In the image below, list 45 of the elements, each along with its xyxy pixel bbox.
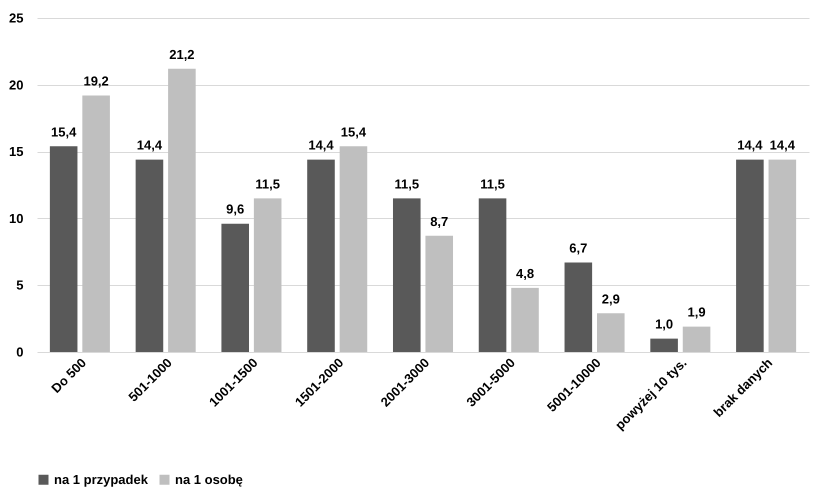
data-label: 14,4 — [308, 138, 334, 153]
bar — [340, 146, 368, 352]
bar — [682, 326, 710, 352]
data-label: 14,4 — [770, 138, 796, 153]
data-label: 11,5 — [480, 176, 505, 192]
bar — [82, 95, 110, 352]
data-label: 9,6 — [226, 202, 244, 217]
bar — [511, 288, 539, 352]
y-tick-label: 25 — [9, 10, 24, 26]
data-label: 15,4 — [51, 124, 78, 140]
data-label: 1,0 — [655, 316, 674, 332]
data-label: 8,7 — [430, 214, 448, 229]
y-tick-label: 15 — [9, 144, 24, 160]
bar — [307, 160, 335, 352]
bar — [564, 262, 592, 352]
bar — [596, 313, 625, 352]
bar — [392, 198, 421, 352]
data-label: 4,8 — [516, 266, 534, 281]
data-label: 14,4 — [737, 138, 764, 153]
bar — [736, 160, 764, 352]
y-tick-label: 10 — [9, 210, 24, 226]
data-label: 19,2 — [83, 73, 109, 88]
data-label: 15,4 — [340, 124, 367, 140]
x-tick-label: Do 500 — [48, 355, 90, 396]
bar — [168, 68, 196, 352]
bar — [254, 198, 282, 352]
bar — [425, 236, 454, 352]
bar — [136, 160, 164, 352]
bar — [650, 338, 678, 352]
y-tick-label: 5 — [16, 278, 24, 293]
legend-label: na 1 osobę — [175, 472, 243, 487]
y-tick-label: 20 — [9, 77, 24, 92]
data-label: 6,7 — [569, 240, 588, 256]
bar — [221, 224, 250, 352]
data-label: 14,4 — [136, 138, 163, 153]
bar — [478, 198, 506, 352]
data-label: 11,5 — [255, 176, 280, 192]
bar — [768, 160, 796, 352]
data-label: 2,9 — [602, 291, 620, 306]
data-label: 1,9 — [688, 304, 706, 320]
y-tick-label: 0 — [16, 344, 24, 360]
data-label: 11,5 — [394, 176, 420, 192]
legend-label: na 1 przypadek — [54, 472, 149, 487]
data-label: 21,2 — [169, 46, 195, 62]
bar — [50, 146, 78, 352]
